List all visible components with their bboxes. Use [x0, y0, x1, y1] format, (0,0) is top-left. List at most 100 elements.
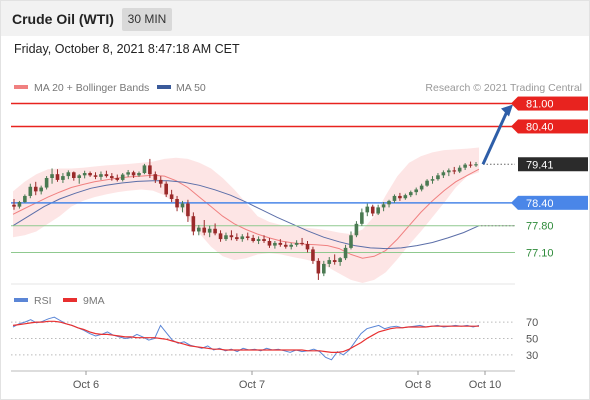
- candle-body: [441, 172, 446, 176]
- candle-body: [202, 227, 207, 233]
- price-legend: MA 20 + Bollinger Bands MA 50 Research © 2…: [14, 82, 582, 94]
- candle-body: [430, 179, 435, 181]
- candle-body: [256, 239, 261, 241]
- ma20-line: [12, 168, 480, 259]
- ma50-legend-label: MA 50: [176, 82, 206, 94]
- header-bar: Crude Oil (WTI) 30 MIN: [1, 1, 589, 36]
- rsi-legend: RSI 9MA: [14, 295, 105, 307]
- resistance-tag-point: [511, 96, 518, 111]
- rsi-legend-swatch: [14, 298, 28, 302]
- candle-body: [229, 235, 234, 238]
- rsi-tick-label: 70: [526, 317, 538, 329]
- candle-body: [365, 206, 370, 213]
- level-labels: 81.00 80.40 79.41 78.40 77.80 77.10: [511, 96, 588, 259]
- candle-body: [267, 241, 272, 246]
- current-price-label: 79.41: [526, 159, 554, 171]
- candle-body: [224, 235, 228, 240]
- candle-body: [381, 204, 386, 208]
- rsi-lines: [12, 316, 480, 361]
- candle-body: [137, 173, 141, 176]
- ma50-legend-swatch: [157, 85, 171, 89]
- candle-body: [50, 174, 54, 178]
- candlesticks: [12, 158, 478, 280]
- candle-body: [463, 164, 467, 168]
- rsi-line: [12, 316, 480, 361]
- candle-body: [360, 212, 364, 224]
- x-tick-label: Oct 6: [73, 379, 99, 391]
- candle-body: [398, 195, 402, 199]
- resistance-label: 81.00: [526, 99, 554, 111]
- candle-body: [186, 203, 190, 217]
- candle-body: [316, 260, 321, 274]
- current-price-tag: [518, 157, 588, 172]
- candle-body: [66, 172, 71, 177]
- candle-body: [283, 244, 288, 247]
- candle-body: [408, 192, 413, 196]
- price-levels: [11, 102, 515, 253]
- candle-body: [403, 195, 408, 199]
- candle-body: [39, 187, 43, 192]
- candle-body: [392, 195, 397, 201]
- candle-body: [148, 165, 152, 175]
- candle-body: [44, 178, 49, 188]
- candle-body: [387, 200, 391, 205]
- candle-body: [425, 180, 429, 186]
- candle-body: [93, 175, 98, 177]
- forecast-arrow-shaft: [481, 110, 509, 165]
- rsi-grid: 70 50 30: [11, 317, 538, 362]
- candle-body: [88, 173, 92, 176]
- bollinger-bands: [13, 147, 479, 283]
- candle-body: [12, 204, 16, 207]
- candle-body: [311, 249, 315, 261]
- candle-body: [468, 164, 473, 166]
- candle-body: [158, 179, 163, 184]
- ma20-legend-label: MA 20 + Bollinger Bands: [34, 82, 149, 94]
- candle-body: [126, 172, 130, 175]
- forecast-arrow-head: [501, 104, 513, 117]
- pivot-label: 78.40: [526, 198, 554, 210]
- rsi-ma-legend-label: 9MA: [83, 295, 105, 307]
- candle-body: [343, 247, 348, 259]
- candle-body: [349, 235, 353, 248]
- candle-body: [354, 223, 359, 236]
- forecast-arrow: [481, 104, 513, 165]
- candle-body: [28, 186, 33, 196]
- candle-body: [338, 258, 342, 262]
- candle-body: [71, 172, 76, 178]
- candle-body: [419, 185, 424, 190]
- candle-body: [376, 207, 380, 214]
- candle-body: [240, 236, 245, 240]
- rsi-tick-label: 50: [526, 334, 538, 346]
- pivot-tag-point: [511, 195, 518, 210]
- candle-body: [327, 260, 332, 264]
- resistance-tag: [518, 119, 588, 134]
- candle-body: [115, 178, 120, 180]
- candle-body: [273, 242, 277, 246]
- candle-body: [82, 173, 87, 176]
- candle-body: [414, 189, 419, 193]
- candle-body: [180, 203, 185, 208]
- candle-body: [104, 174, 109, 177]
- candle-body: [262, 239, 266, 241]
- x-tick-label: Oct 10: [469, 379, 501, 391]
- candle-body: [23, 195, 27, 203]
- candle-body: [235, 237, 239, 240]
- copyright-text: Research © 2021 Trading Central: [425, 82, 582, 94]
- candle-body: [245, 236, 250, 238]
- candle-body: [175, 199, 179, 208]
- candle-body: [110, 176, 114, 178]
- rsi-ma-legend-swatch: [63, 298, 77, 302]
- candle-body: [77, 175, 82, 178]
- x-tick-label: Oct 8: [405, 379, 431, 391]
- rsi-legend-label: RSI: [34, 295, 52, 307]
- instrument-title: Crude Oil (WTI): [12, 11, 114, 27]
- timeframe-badge[interactable]: 30 MIN: [122, 8, 172, 31]
- candle-body: [61, 176, 65, 180]
- candle-body: [131, 172, 136, 176]
- candle-body: [452, 170, 457, 172]
- timestamp: Friday, October 8, 2021 8:47:18 AM CET: [14, 42, 240, 56]
- support-label: 77.10: [526, 247, 554, 259]
- candle-body: [213, 228, 217, 234]
- candle-body: [278, 242, 283, 245]
